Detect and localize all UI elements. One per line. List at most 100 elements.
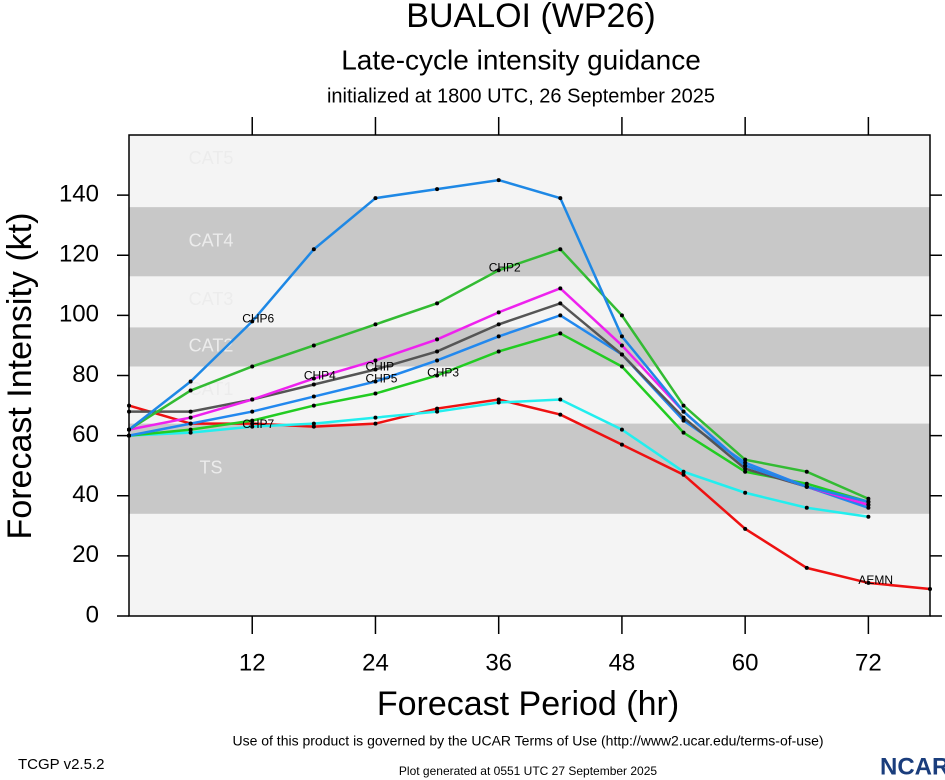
series-label: CHIP <box>365 360 394 374</box>
data-point <box>496 349 501 354</box>
data-point <box>558 412 563 417</box>
data-point <box>681 403 686 408</box>
x-tick-label: 48 <box>609 649 636 676</box>
data-point <box>496 322 501 327</box>
data-point <box>250 364 255 369</box>
data-point <box>435 349 440 354</box>
data-point <box>250 421 255 426</box>
data-point <box>804 484 809 489</box>
y-tick-label: 100 <box>59 301 99 328</box>
band-label: CAT3 <box>189 289 234 309</box>
data-point <box>619 352 624 357</box>
data-point <box>435 358 440 363</box>
data-point <box>496 400 501 405</box>
series-label: CHP2 <box>489 260 521 274</box>
data-point <box>743 460 748 465</box>
data-point <box>250 319 255 324</box>
series-label: CHP7 <box>242 417 274 431</box>
y-tick-label: 40 <box>72 481 99 508</box>
data-point <box>804 481 809 486</box>
data-point <box>188 379 193 384</box>
y-tick-label: 80 <box>72 361 99 388</box>
y-tick-label: 120 <box>59 241 99 268</box>
data-point <box>619 334 624 339</box>
init-time: initialized at 1800 UTC, 26 September 20… <box>327 85 715 107</box>
data-point <box>435 406 440 411</box>
data-point <box>373 322 378 327</box>
footer-generated: Plot generated at 0551 UTC 27 September … <box>399 764 657 778</box>
series-line <box>128 398 931 591</box>
data-point <box>250 409 255 414</box>
x-tick-label: 12 <box>239 649 266 676</box>
series-label: CHP3 <box>427 366 459 380</box>
data-point <box>496 397 501 402</box>
data-point <box>311 376 316 381</box>
data-point <box>188 421 193 426</box>
data-point <box>681 409 686 414</box>
data-point <box>743 469 748 474</box>
logo: NCAR <box>880 753 945 780</box>
series-label: CHP6 <box>242 312 274 326</box>
data-point <box>804 469 809 474</box>
data-point <box>435 337 440 342</box>
data-point <box>435 373 440 378</box>
data-point <box>804 565 809 570</box>
data-point <box>804 505 809 510</box>
data-point <box>681 415 686 420</box>
data-point <box>866 499 871 504</box>
data-point <box>188 427 193 432</box>
band-label: CAT5 <box>189 148 234 168</box>
y-axis-label: Forecast Intensity (kt) <box>1 213 39 540</box>
data-point <box>866 580 871 585</box>
data-point <box>681 472 686 477</box>
data-point <box>373 415 378 420</box>
data-point <box>373 379 378 384</box>
footer-terms: Use of this product is governed by the U… <box>232 733 823 749</box>
data-point <box>250 397 255 402</box>
data-point <box>558 301 563 306</box>
data-point <box>311 343 316 348</box>
data-point <box>435 301 440 306</box>
data-point <box>188 388 193 393</box>
band-label: TS <box>199 457 222 477</box>
intensity-band <box>129 423 930 514</box>
data-point <box>311 421 316 426</box>
data-point <box>188 415 193 420</box>
intensity-band <box>129 327 930 367</box>
y-tick-label: 60 <box>72 421 99 448</box>
data-point <box>188 409 193 414</box>
data-point <box>558 247 563 252</box>
data-point <box>373 421 378 426</box>
data-point <box>619 442 624 447</box>
y-tick-label: 140 <box>59 180 99 207</box>
chart-subtitle: Late-cycle intensity guidance <box>341 44 701 75</box>
x-tick-label: 24 <box>362 649 389 676</box>
x-tick-label: 60 <box>732 649 759 676</box>
data-point <box>496 268 501 273</box>
data-point <box>619 313 624 318</box>
data-point <box>619 427 624 432</box>
data-point <box>435 409 440 414</box>
data-point <box>373 358 378 363</box>
x-axis-label: Forecast Period (hr) <box>377 685 679 723</box>
data-point <box>681 430 686 435</box>
band-label: CAT1 <box>189 379 234 399</box>
data-point <box>496 178 501 183</box>
series-label: CHP5 <box>365 372 397 386</box>
data-point <box>311 403 316 408</box>
data-point <box>866 505 871 510</box>
data-point <box>558 313 563 318</box>
data-point <box>866 514 871 519</box>
plot-frame <box>128 134 931 617</box>
data-point <box>311 247 316 252</box>
data-point <box>250 418 255 423</box>
data-point <box>311 394 316 399</box>
data-point <box>250 424 255 429</box>
data-point <box>373 391 378 396</box>
data-point <box>496 310 501 315</box>
data-point <box>435 187 440 192</box>
data-point <box>558 397 563 402</box>
data-point <box>558 331 563 336</box>
